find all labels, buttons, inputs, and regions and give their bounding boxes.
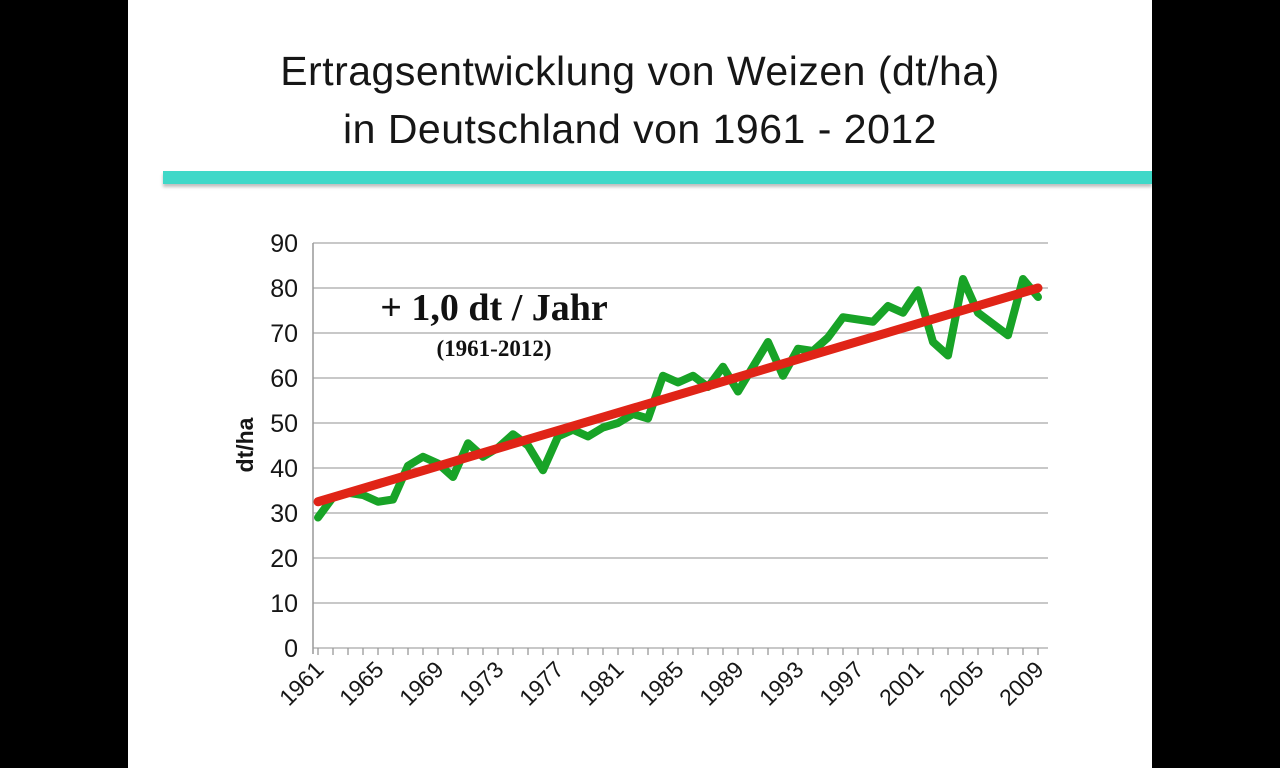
y-tick-label: 0 xyxy=(284,635,298,663)
y-tick-label: 80 xyxy=(270,275,298,303)
trend-line xyxy=(313,283,1043,507)
letterbox-right xyxy=(1152,0,1280,768)
y-tick-label: 60 xyxy=(270,365,298,393)
y-tick-label: 50 xyxy=(270,410,298,438)
chart-area: 0 10 20 30 40 50 60 70 80 90 1961 1965 1969 1973 1977 1… xyxy=(128,205,1152,760)
y-tick-label: 30 xyxy=(270,500,298,528)
slide-title-line2: in Deutschland von 1961 - 2012 xyxy=(343,106,937,152)
x-tick-label: 1973 xyxy=(454,656,509,711)
x-tick-label: 1981 xyxy=(574,656,629,711)
x-tick-label: 2009 xyxy=(994,656,1049,711)
x-tick-label: 1989 xyxy=(694,656,749,711)
x-tick-label: 1985 xyxy=(634,656,689,711)
accent-divider-bar xyxy=(163,171,1152,184)
x-tick-label: 2001 xyxy=(874,656,929,711)
trend-annotation-range: (1961-2012) xyxy=(436,336,552,361)
x-tick-label: 1961 xyxy=(274,656,329,711)
letterbox-left xyxy=(0,0,128,768)
y-tick-label: 90 xyxy=(270,230,298,258)
y-tick-label: 10 xyxy=(270,590,298,618)
slide-title: Ertragsentwicklung von Weizen (dt/ha) in… xyxy=(128,42,1152,158)
x-tick-label: 1969 xyxy=(394,656,449,711)
slide-title-line1: Ertragsentwicklung von Weizen (dt/ha) xyxy=(280,48,1000,94)
x-tick-label: 1965 xyxy=(334,656,389,711)
y-tick-label: 70 xyxy=(270,320,298,348)
x-tick-label: 2005 xyxy=(934,656,989,711)
slide: Ertragsentwicklung von Weizen (dt/ha) in… xyxy=(128,0,1152,768)
y-tick-label: 20 xyxy=(270,545,298,573)
x-tick-label: 1997 xyxy=(814,656,869,711)
x-tick-label: 1993 xyxy=(754,656,809,711)
y-axis-title: dt/ha xyxy=(232,417,258,473)
x-tick-label: 1977 xyxy=(514,656,569,711)
trend-annotation: + 1,0 dt / Jahr xyxy=(380,287,608,329)
y-tick-label: 40 xyxy=(270,455,298,483)
